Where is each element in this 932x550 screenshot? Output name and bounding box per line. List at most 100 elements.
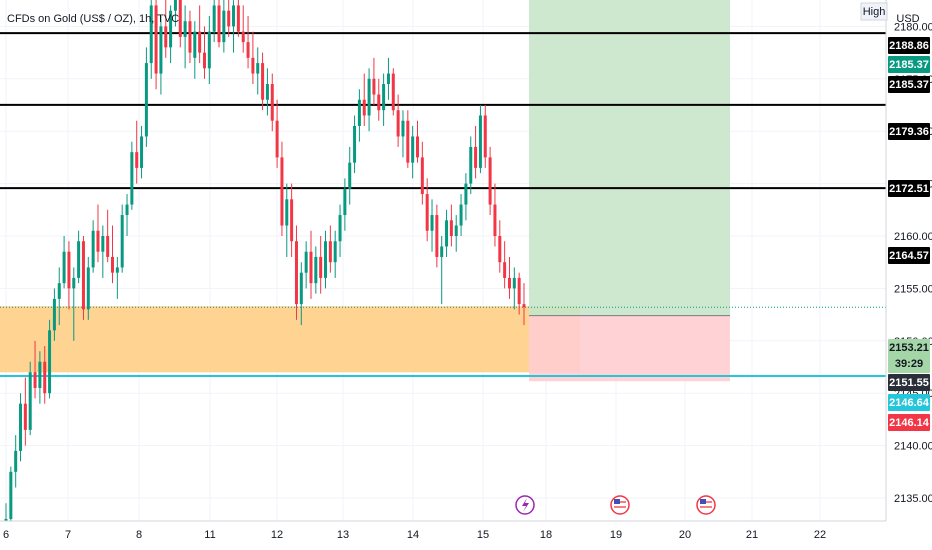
candle-body: [173, 0, 177, 11]
high-button-bg[interactable]: [860, 2, 888, 21]
candle-body: [164, 26, 168, 48]
candle-body: [217, 5, 221, 43]
symbol-label: CFDs on Gold (US$ / OZ), 1h, TVC: [7, 13, 179, 25]
candle-body: [144, 63, 148, 137]
candle-body: [377, 94, 381, 111]
candle-body: [33, 372, 37, 388]
candle-body: [261, 63, 265, 100]
candle-body: [91, 230, 95, 268]
candle-body: [294, 241, 298, 305]
candle-body: [275, 120, 279, 158]
candlestick-series: [4, 0, 526, 550]
time-tick-label: 13: [337, 529, 349, 541]
candle-body: [48, 330, 52, 394]
candle-body: [135, 152, 139, 168]
candle-body: [236, 5, 240, 32]
time-tick-label: 15: [477, 529, 489, 541]
price-tag-text: 2185.37: [889, 79, 929, 91]
position-target-area[interactable]: [529, 0, 730, 316]
price-tag-countdown: 39:29: [895, 358, 923, 370]
candle-body: [415, 136, 419, 158]
price-tag-support: [888, 394, 930, 411]
time-axis[interactable]: 6 7 8 11 12 13 14 15 18 19 20 21 22: [3, 529, 826, 541]
price-tag-text: 2164.57: [889, 250, 929, 262]
candle-body: [265, 84, 269, 100]
time-tick-label: 21: [746, 529, 758, 541]
candle-body: [357, 99, 361, 126]
long-position-tool[interactable]: [529, 0, 730, 382]
price-tag-text: 2188.86: [889, 40, 929, 52]
price-tick-label: 2135.00: [894, 493, 932, 505]
price-tag-high: [888, 56, 930, 73]
price-tag-level: [888, 76, 930, 93]
high-button[interactable]: High: [863, 6, 886, 18]
candle-body: [386, 73, 390, 85]
candle-body: [411, 136, 415, 163]
price-tags: 2188.86 2185.37 2185.37 2179.36 2172.51 2164.…: [888, 37, 930, 431]
candle-body: [425, 194, 429, 231]
price-tag-level: [888, 247, 930, 264]
candle-body: [517, 277, 521, 305]
candle-body: [270, 84, 274, 121]
candle-body: [120, 215, 124, 268]
currency-label[interactable]: USD: [896, 13, 919, 25]
candle-body: [9, 471, 13, 519]
time-axis-bg: [0, 521, 932, 550]
candle-body: [67, 251, 71, 289]
event-markers[interactable]: [515, 495, 716, 515]
candle-body: [348, 162, 352, 189]
candle-body: [498, 236, 502, 263]
price-tag-text: 2172.51: [889, 183, 929, 195]
candle-body: [241, 31, 245, 43]
candle-body: [23, 403, 27, 430]
candle-body: [19, 403, 23, 451]
grid-lines: [0, 0, 886, 521]
candle-body: [512, 277, 516, 289]
flag-canton: [700, 499, 706, 504]
time-tick-label: 8: [136, 529, 142, 541]
price-tick-label: 2180.00: [894, 21, 932, 33]
candle-body: [445, 220, 449, 247]
candle-body: [178, 0, 182, 37]
time-tick-label: 19: [610, 529, 622, 541]
candle-body: [198, 31, 202, 53]
candle-body: [372, 78, 376, 95]
candle-body: [459, 204, 463, 226]
candle-body: [449, 220, 453, 236]
time-tick-label: 14: [407, 529, 419, 541]
candle-body: [430, 215, 434, 231]
candle-body: [474, 146, 478, 168]
candle-body: [101, 236, 105, 252]
position-stop-area[interactable]: [529, 315, 730, 382]
candle-body: [188, 21, 192, 53]
candle-body: [251, 57, 255, 74]
price-tag-text: 2146.64: [889, 397, 930, 409]
candle-body: [280, 157, 284, 226]
candle-body: [222, 10, 226, 43]
candle-body: [159, 26, 163, 74]
price-tag-text: 2146.14: [889, 417, 930, 429]
candle-body: [125, 204, 129, 216]
candle-body: [290, 199, 294, 242]
candle-body: [52, 298, 56, 331]
candle-body: [454, 225, 458, 236]
price-tag-text: 2179.36: [889, 126, 929, 138]
time-tick-label: 18: [540, 529, 552, 541]
candle-body: [14, 450, 18, 472]
candle-body: [328, 241, 332, 263]
price-tag-level: [888, 37, 930, 54]
candle-body: [396, 110, 400, 137]
candle-body: [299, 272, 303, 305]
candle-body: [246, 42, 250, 58]
candle-body: [212, 5, 216, 32]
price-tag-entry: [888, 374, 930, 391]
price-tick-label: 2160.00: [894, 231, 932, 243]
zones-layer: [0, 306, 580, 373]
candle-body: [353, 125, 357, 163]
candle-body: [503, 262, 507, 278]
candle-body: [38, 361, 42, 388]
price-tag-level: [888, 180, 930, 197]
candle-body: [333, 241, 337, 263]
candle-body: [130, 152, 134, 205]
